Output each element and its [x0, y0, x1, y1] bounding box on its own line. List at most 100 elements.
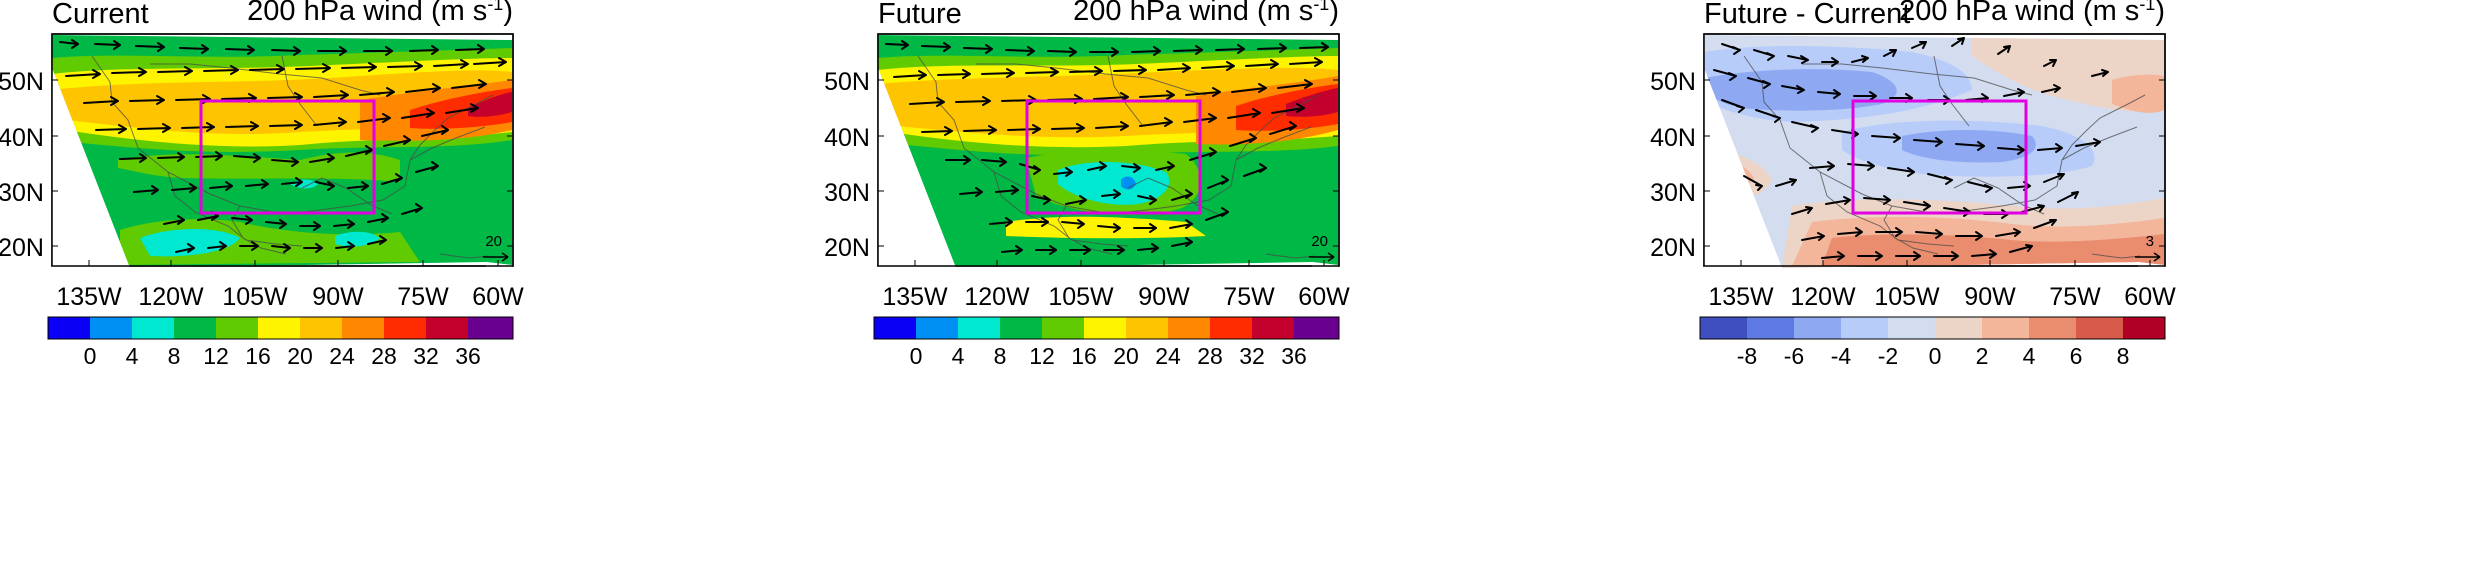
- wind-vector-arrows: [885, 40, 1329, 255]
- colorbar-label: -8: [1737, 343, 1757, 369]
- colorbar-label: 6: [2070, 343, 2083, 369]
- colorbar-segment: [1210, 317, 1252, 339]
- colorbar-segment: [1747, 317, 1794, 339]
- lat-label: 50N: [0, 68, 44, 96]
- lon-label: 90W: [1964, 283, 2016, 311]
- colorbar-segment: [132, 317, 174, 339]
- lon-label: 60W: [472, 283, 524, 311]
- lat-label: 40N: [0, 124, 44, 152]
- colorbar-segment: [1126, 317, 1168, 339]
- coastlines-and-borders: [91, 55, 494, 259]
- colorbar-label: 4: [2023, 343, 2036, 369]
- lon-label: 105W: [1048, 283, 1114, 311]
- reference-vector-label: 20: [485, 233, 502, 250]
- colorbar-segment: [1168, 317, 1210, 339]
- panel-difference: Future - Current 200 hPa wind (m s-1) 50…: [1650, 0, 2479, 561]
- panel-future: Future 200 hPa wind (m s-1) 50N 40N 30N …: [824, 0, 1652, 561]
- lon-label: 90W: [312, 283, 364, 311]
- map-current: Current 200 hPa wind (m s-1) 50N 40N 30N…: [0, 0, 826, 561]
- lon-label: 120W: [138, 283, 204, 311]
- longitude-ticks: [88, 260, 499, 266]
- wind-speed-field: [878, 35, 1338, 266]
- lat-label: 40N: [824, 124, 870, 152]
- lon-label: 120W: [964, 283, 1030, 311]
- panel-title: Future: [878, 0, 962, 30]
- colorbar-segment: [1084, 317, 1126, 339]
- colorbar-segment: [258, 317, 300, 339]
- reference-vector: [1309, 252, 1335, 262]
- lon-label: 105W: [1874, 283, 1940, 311]
- lon-label: 60W: [2124, 283, 2176, 311]
- reference-vector: [2135, 252, 2161, 262]
- colorbar-label: -4: [1831, 343, 1852, 369]
- colorbar: -8 -6 -4 -2 0 2 4 6 8: [1699, 316, 2166, 369]
- colorbar-segment: [174, 317, 216, 339]
- lat-label: 20N: [0, 234, 44, 262]
- lon-label: 90W: [1138, 283, 1190, 311]
- right-title: 200 hPa wind (m s-1): [1073, 0, 1339, 27]
- colorbar-segment: [384, 317, 426, 339]
- colorbar-segment: [216, 317, 258, 339]
- analysis-domain-box: [1851, 99, 2028, 215]
- colorbar-label: -2: [1878, 343, 1898, 369]
- colorbar-segment: [48, 317, 90, 339]
- longitude-ticks: [1740, 260, 2151, 266]
- lon-label: 75W: [1223, 283, 1275, 311]
- map-future: Future 200 hPa wind (m s-1) 50N 40N 30N …: [824, 0, 1652, 561]
- projection-mask: [51, 33, 514, 268]
- lat-label: 20N: [824, 234, 870, 262]
- analysis-domain-box: [1025, 99, 1202, 215]
- longitude-ticks: [914, 260, 1325, 266]
- colorbar-label: 0: [1929, 343, 1942, 369]
- colorbar-label: -6: [1784, 343, 1804, 369]
- lat-label: 30N: [0, 179, 44, 207]
- colorbar-label: 12: [203, 343, 229, 369]
- colorbar-segment: [1294, 317, 1339, 339]
- colorbar-segment: [1000, 317, 1042, 339]
- colorbar-segment: [1700, 317, 1747, 339]
- latitude-ticks: [52, 79, 513, 247]
- colorbar-segment: [1042, 317, 1084, 339]
- colorbar-segment: [1888, 317, 1935, 339]
- colorbar-label: 36: [1281, 343, 1307, 369]
- colorbar-label: 36: [455, 343, 481, 369]
- colorbar-label: 20: [287, 343, 313, 369]
- colorbar-label: 24: [329, 343, 355, 369]
- colorbar-label: 20: [1113, 343, 1139, 369]
- colorbar-label: 16: [1071, 343, 1097, 369]
- colorbar-label: 32: [413, 343, 439, 369]
- colorbar-segment: [468, 317, 513, 339]
- lon-label: 135W: [882, 283, 948, 311]
- lat-label: 30N: [824, 179, 870, 207]
- colorbar-segment: [958, 317, 1000, 339]
- colorbar-label: 12: [1029, 343, 1055, 369]
- lon-label: 60W: [1298, 283, 1350, 311]
- colorbar-label: 8: [168, 343, 181, 369]
- colorbar-label: 8: [2117, 343, 2130, 369]
- colorbar-label: 4: [952, 343, 965, 369]
- colorbar-segment: [90, 317, 132, 339]
- map-difference: Future - Current 200 hPa wind (m s-1) 50…: [1650, 0, 2479, 561]
- lon-label: 75W: [2049, 283, 2101, 311]
- colorbar-segment: [1935, 317, 1982, 339]
- lat-label: 30N: [1650, 179, 1696, 207]
- wind-speed-difference-field: [1704, 35, 2164, 268]
- colorbar-label: 28: [1197, 343, 1223, 369]
- colorbar-segment: [874, 317, 916, 339]
- colorbar-segment: [916, 317, 958, 339]
- right-title: 200 hPa wind (m s-1): [1899, 0, 2165, 27]
- right-title: 200 hPa wind (m s-1): [247, 0, 513, 27]
- colorbar-label: 32: [1239, 343, 1265, 369]
- latitude-ticks: [878, 79, 1339, 247]
- lat-label: 50N: [1650, 68, 1696, 96]
- lon-label: 135W: [56, 283, 122, 311]
- colorbar-label: 8: [994, 343, 1007, 369]
- colorbar-segment: [2029, 317, 2076, 339]
- colorbar-label: 4: [126, 343, 139, 369]
- latitude-ticks: [1704, 79, 2165, 247]
- colorbar-label: 28: [371, 343, 397, 369]
- lat-label: 50N: [824, 68, 870, 96]
- analysis-domain-box: [199, 99, 376, 215]
- reference-vector: [483, 252, 509, 262]
- colorbar-segment: [2123, 317, 2165, 339]
